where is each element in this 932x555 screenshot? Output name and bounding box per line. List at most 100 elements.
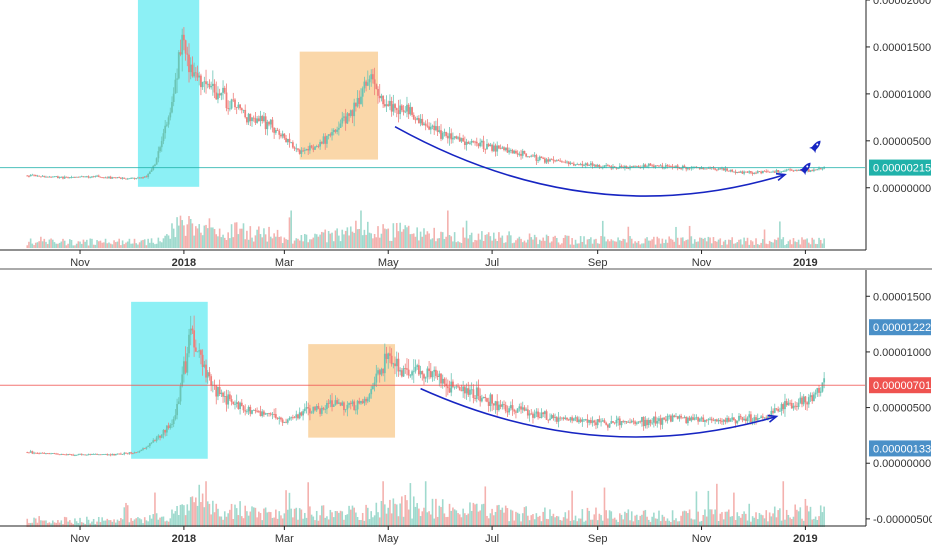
candle-body [285,421,287,423]
volume-bar [365,234,367,248]
candle-body [503,147,505,151]
volume-bar [619,513,621,527]
candle-body [624,166,626,169]
volume-bar [300,235,303,248]
volume-bar [710,243,713,248]
candle-body [55,176,58,178]
candle-body [96,175,98,177]
candle-body [428,126,430,130]
candle-body [564,417,567,419]
y-tick-label: 0.00000000 [873,458,931,470]
y-tick-label: 0.00000500 [873,403,931,415]
candle-body [528,413,531,416]
candle-body [506,147,509,153]
candle-body [177,52,180,79]
volume-bar [561,520,563,527]
candle-body [635,422,638,424]
volume-bar [137,517,139,527]
volume-bar [664,239,667,248]
candle-body [484,396,487,399]
volume-bar [213,512,216,527]
volume-bar [177,225,180,248]
volume-bar [307,242,309,248]
volume-bar [457,241,459,248]
volume-bar [339,241,342,248]
candle-body [363,81,366,89]
candle-body [583,419,585,421]
x-tick-label: Mar [275,533,294,545]
candle-body [94,176,97,177]
candle-body [125,452,127,454]
candle-body [768,171,771,173]
candle-body [138,450,141,452]
volume-bar [641,243,643,248]
volume-bar [799,507,802,527]
volume-bar [401,231,403,248]
volume-bar [217,236,219,248]
volume-bar [38,516,40,527]
candle-body [327,134,330,136]
candle-body [586,419,589,423]
candle-body [486,398,488,402]
candle-body [734,420,737,424]
candle-body [75,454,78,456]
candle-body [383,104,386,107]
volume-bar [292,517,294,527]
volume-bar [174,237,177,248]
volume-bar [457,513,459,527]
candle-body [784,401,786,410]
volume-bar [610,511,613,527]
candle-body [87,453,90,455]
volume-bar [26,518,29,527]
candle-body [525,153,528,157]
candle-body [75,176,78,178]
volume-bar [51,239,54,248]
volume-bar [181,220,183,248]
candle-body [685,417,688,424]
volume-bar [692,519,694,527]
candle-body [232,99,235,101]
volume-bar [205,224,207,248]
volume-bar [372,517,374,527]
candle-body [28,452,30,454]
candle-body [315,405,318,411]
candle-body [467,141,470,144]
candle-body [322,136,325,144]
candle-body [707,419,710,421]
volume-bar [702,515,705,527]
candle-body [491,394,493,404]
volume-bar [593,514,596,527]
candle-body [271,119,274,128]
volume-bar [465,220,468,248]
candle-body [744,418,747,422]
candle-body [760,171,763,174]
candle-body [181,374,184,387]
volume-bar [581,241,584,248]
candle-body [758,171,761,173]
volume-bar [533,234,536,248]
candle-body [719,168,722,170]
candle-body [99,454,102,456]
candle-body [579,163,582,165]
volume-bar [169,518,172,527]
candle-body [159,435,161,438]
volume-bar [661,238,664,248]
volume-bar [302,518,304,527]
volume-bar [804,239,807,248]
volume-bar [809,506,812,527]
volume-bar [101,242,103,248]
volume-bar [816,520,819,527]
candle-body [756,418,759,421]
candle-body [368,394,371,399]
volume-bar [109,243,112,248]
volume-bar [617,237,619,248]
candle-body [29,451,32,453]
volume-bar [724,239,727,248]
volume-bar [421,236,424,248]
volume-bar [612,240,614,248]
candle-body [360,96,362,104]
candle-body [411,107,413,115]
candle-body [721,421,723,423]
candle-body [390,355,393,365]
volume-bar [733,492,735,527]
